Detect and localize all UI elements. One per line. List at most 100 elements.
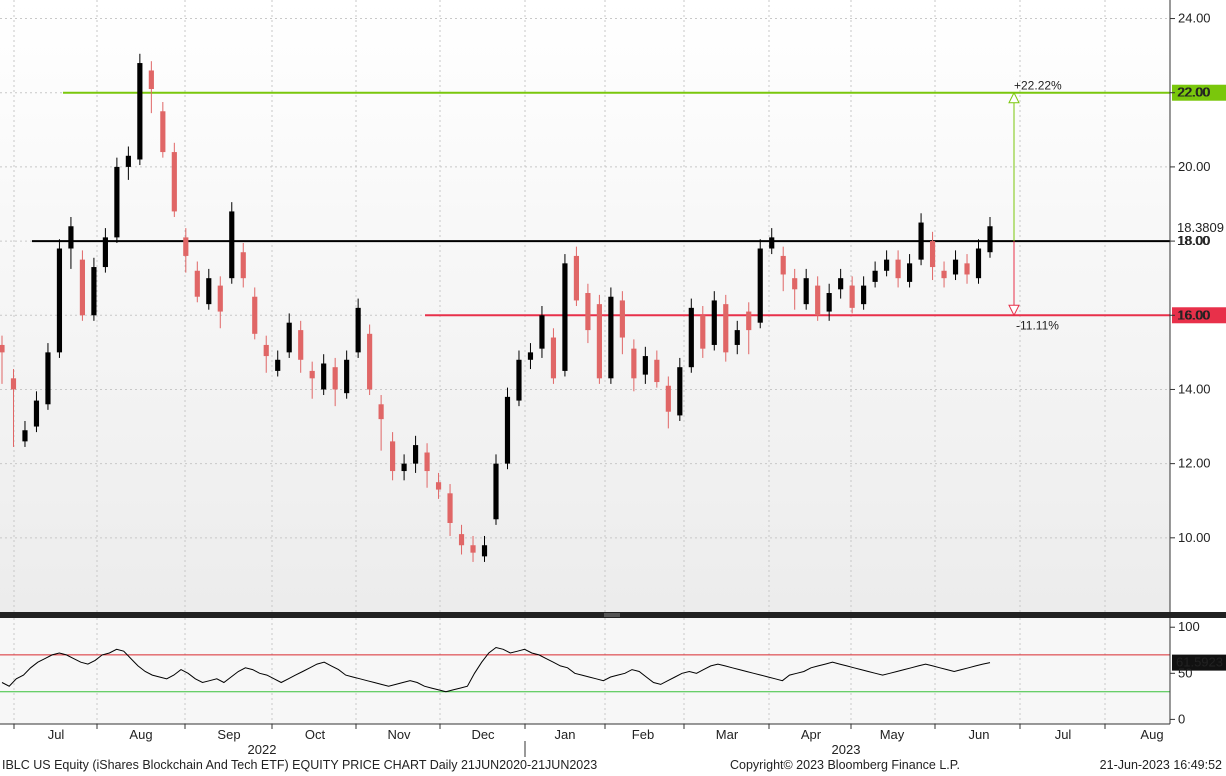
price-tick-label: 22.00 [1178, 85, 1211, 100]
candle [91, 267, 97, 316]
price-tick-label: 20.00 [1178, 159, 1211, 174]
current-tag [1172, 233, 1226, 250]
price-panel-background [0, 0, 1170, 612]
candle [642, 356, 648, 375]
candle [872, 270, 878, 282]
candle [263, 344, 269, 357]
price-tick-label: 18.00 [1178, 233, 1211, 248]
candle [952, 259, 959, 275]
panel-divider[interactable] [0, 612, 1226, 618]
candle [298, 330, 304, 360]
price-tick-label: 16.00 [1178, 307, 1211, 322]
candle [481, 545, 488, 557]
candle [148, 70, 154, 90]
candle [114, 166, 120, 238]
candle [516, 359, 522, 401]
candle [964, 263, 970, 275]
support-tag-label: 16.00 [1177, 307, 1210, 322]
candle [711, 300, 717, 345]
candle [665, 385, 671, 412]
candle [137, 63, 143, 160]
candle [344, 359, 350, 394]
candle [390, 441, 396, 472]
month-label: Jul [1055, 727, 1072, 742]
up-arrow-icon [1008, 91, 1020, 104]
down-arrow-icon [1008, 304, 1020, 317]
candle [527, 352, 534, 360]
candle [619, 300, 625, 338]
rsi-series: 61.5923 [0, 646, 1226, 693]
candle [194, 270, 200, 297]
rsi-tick-label: 100 [1178, 619, 1200, 634]
candle [723, 304, 729, 353]
candle [68, 226, 74, 249]
price-tick-label: 12.00 [1178, 456, 1211, 471]
year-label: 2022 [248, 742, 277, 757]
candle [275, 359, 281, 371]
resistance-tag [1172, 84, 1226, 101]
candle [217, 285, 223, 312]
candle [252, 296, 258, 334]
candle [654, 359, 660, 383]
candle [355, 307, 361, 353]
candle [470, 545, 476, 553]
candle [458, 534, 465, 546]
last-price-label: 18.3809 [1177, 220, 1224, 235]
candle [573, 255, 580, 301]
resistance-tag-label: 22.00 [1177, 85, 1210, 100]
timestamp: 21-Jun-2023 16:49:52 [1099, 758, 1222, 772]
candle [975, 248, 982, 279]
candle [435, 482, 442, 490]
resistance-pct-label: +22.22% [1014, 79, 1062, 93]
candle [562, 263, 568, 371]
candle [183, 237, 189, 256]
support-tag [1172, 307, 1226, 324]
month-label: Jul [48, 727, 65, 742]
month-label: Dec [471, 727, 495, 742]
candle [918, 222, 924, 260]
rsi-tick-label: 50 [1178, 665, 1192, 680]
candle [171, 152, 177, 212]
month-label: Aug [1140, 727, 1163, 742]
candle [826, 293, 832, 312]
candle [838, 278, 844, 290]
candlestick-series [0, 53, 993, 562]
candle [309, 370, 315, 379]
candle [734, 330, 740, 345]
candle [849, 285, 855, 308]
candle [447, 493, 453, 523]
copyright-text: Copyright© 2023 Bloomberg Finance L.P. [730, 758, 960, 772]
month-label: Mar [716, 727, 739, 742]
month-label: Nov [387, 727, 411, 742]
candle [987, 226, 993, 253]
rsi-tick-label: 0 [1178, 711, 1185, 726]
candle [780, 255, 786, 275]
candle [125, 155, 131, 167]
candle [79, 259, 86, 316]
candle [941, 270, 947, 279]
month-label: Aug [129, 727, 152, 742]
support-pct-label: -11.11% [1016, 318, 1059, 332]
candle [688, 307, 694, 368]
candle [550, 337, 557, 379]
candle [746, 311, 752, 331]
candle [884, 259, 890, 271]
candle [229, 211, 235, 279]
month-label: Feb [632, 727, 654, 742]
candle [401, 463, 407, 472]
price-tick-label: 10.00 [1178, 530, 1211, 545]
candle [608, 296, 614, 379]
candle [757, 248, 763, 323]
candle [493, 463, 499, 520]
rsi-last-label: 61.5923 [1176, 655, 1223, 670]
rsi-last-tag [1172, 654, 1226, 671]
candle [56, 248, 63, 353]
candle [769, 237, 775, 249]
candle [206, 278, 212, 305]
month-label: Jan [555, 727, 576, 742]
rsi-line [1, 646, 991, 693]
candle [160, 111, 166, 153]
candle [102, 237, 108, 268]
candle [815, 285, 821, 316]
